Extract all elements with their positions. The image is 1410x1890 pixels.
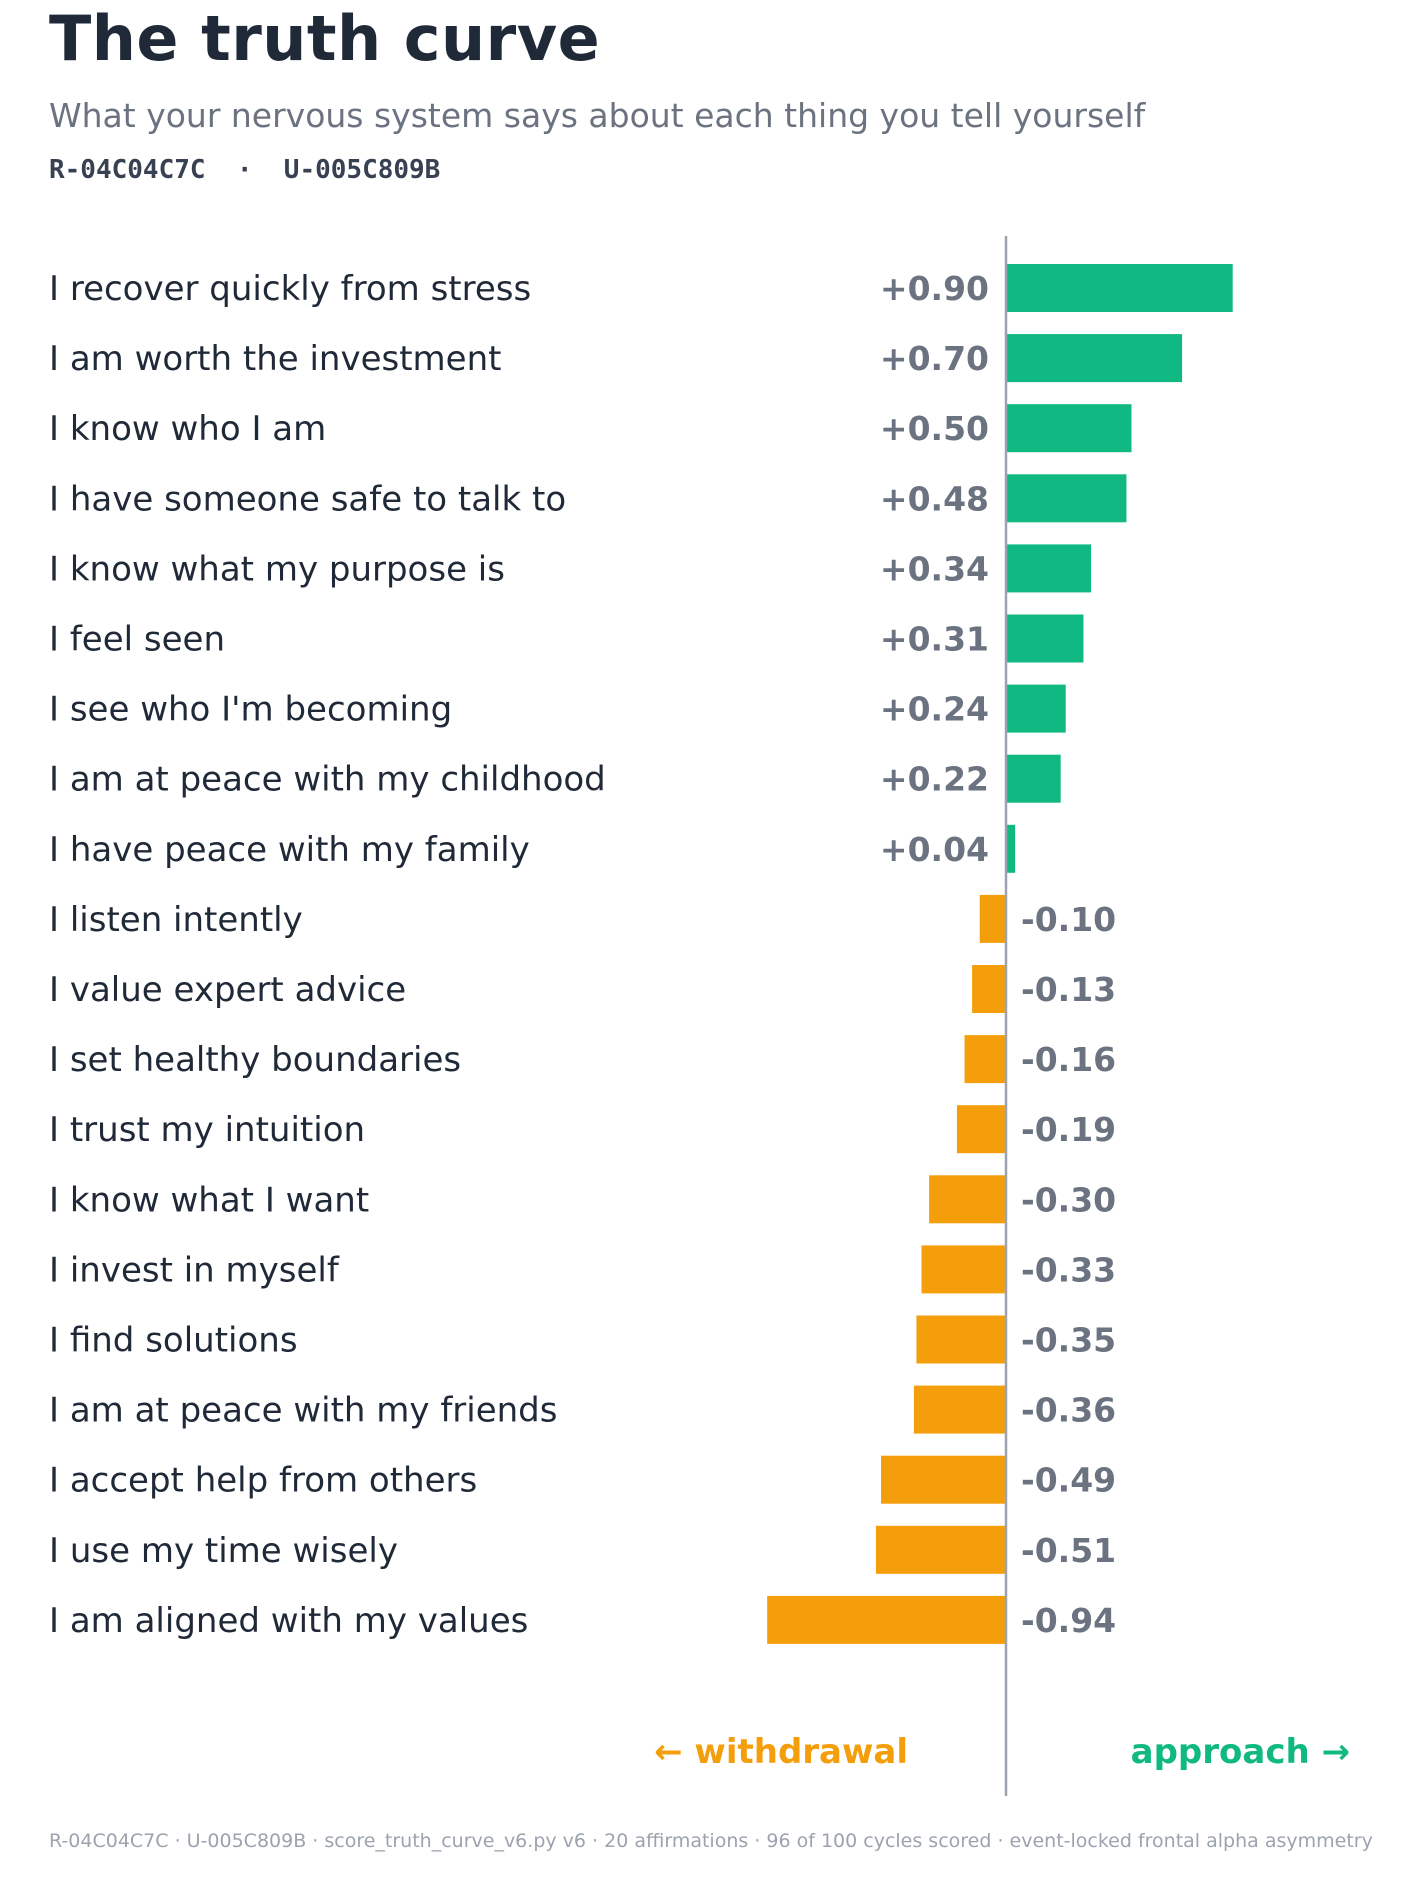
row-label: I trust my intuition: [49, 1110, 365, 1150]
row-label: I recover quickly from stress: [49, 269, 531, 309]
bar: [921, 1245, 1005, 1294]
value-label: -0.13: [1021, 970, 1116, 1009]
row-label: I listen intently: [49, 900, 303, 940]
row-label: I know what my purpose is: [49, 549, 505, 589]
withdrawal-label: ← withdrawal: [654, 1732, 908, 1772]
value-label: +0.34: [880, 549, 989, 588]
row-label: I am aligned with my values: [49, 1601, 528, 1641]
bar: [979, 894, 1005, 943]
value-label: +0.50: [880, 409, 989, 448]
bar: [1005, 264, 1233, 312]
bar: [1005, 474, 1127, 523]
bar: [881, 1455, 1005, 1504]
row-label: I find solutions: [49, 1321, 298, 1361]
bar: [972, 965, 1005, 1013]
row-label: I invest in myself: [49, 1250, 340, 1290]
truth-curve-chart: I recover quickly from stress +0.90 I am w…: [49, 236, 1350, 1796]
bar: [916, 1315, 1005, 1364]
bar: [1005, 404, 1132, 453]
value-label: -0.35: [1021, 1321, 1116, 1360]
value-label: +0.48: [880, 479, 989, 518]
record-ids: R-04C04C7C · U-005C809B: [49, 155, 441, 185]
bar: [1005, 754, 1061, 803]
bar: [964, 1035, 1005, 1084]
value-label: -0.30: [1021, 1180, 1116, 1219]
value-label: +0.31: [880, 620, 989, 659]
value-label: +0.24: [880, 690, 989, 729]
bar: [1005, 614, 1084, 663]
value-label: +0.70: [880, 339, 989, 378]
row-label: I see who I'm becoming: [49, 690, 452, 730]
row-label: I have peace with my family: [49, 830, 530, 870]
value-label: +0.22: [880, 760, 989, 799]
row-label: I feel seen: [49, 620, 225, 660]
value-label: -0.36: [1021, 1391, 1116, 1430]
value-label: +0.90: [880, 269, 989, 308]
chart-subtitle: What your nervous system says about each…: [49, 96, 1146, 135]
value-label: -0.10: [1021, 900, 1116, 939]
bar: [956, 1105, 1005, 1154]
row-label: I value expert advice: [49, 970, 406, 1010]
row-label: I accept help from others: [49, 1461, 477, 1501]
chart-title: The truth curve: [49, 2, 601, 75]
row-label: I know what I want: [49, 1180, 369, 1220]
bar: [1005, 334, 1183, 383]
value-label: -0.16: [1021, 1040, 1116, 1079]
bar: [767, 1595, 1005, 1644]
row-label: I am worth the investment: [49, 339, 501, 379]
bar: [1005, 544, 1092, 593]
bar: [875, 1525, 1005, 1574]
value-label: -0.51: [1021, 1531, 1116, 1570]
bar: [913, 1385, 1005, 1434]
bar: [1005, 824, 1016, 873]
value-label: -0.49: [1021, 1461, 1116, 1500]
value-label: +0.04: [880, 830, 989, 869]
value-label: -0.94: [1021, 1601, 1116, 1640]
bar: [1005, 684, 1066, 733]
row-label: I know who I am: [49, 409, 326, 449]
row-label: I use my time wisely: [49, 1531, 398, 1571]
value-label: -0.33: [1021, 1250, 1116, 1289]
footer-meta: R-04C04C7C · U-005C809B · score_truth_cu…: [49, 1830, 1373, 1852]
approach-label: approach →: [1131, 1732, 1350, 1772]
bar: [929, 1175, 1005, 1224]
row-label: I have someone safe to talk to: [49, 479, 566, 519]
row-label: I am at peace with my childhood: [49, 760, 606, 800]
row-label: I set healthy boundaries: [49, 1040, 461, 1080]
value-label: -0.19: [1021, 1110, 1116, 1149]
row-label: I am at peace with my friends: [49, 1391, 557, 1431]
